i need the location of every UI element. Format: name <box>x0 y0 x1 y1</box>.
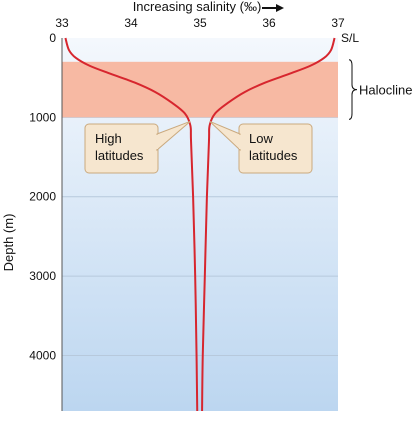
callout-text: latitudes <box>249 148 298 163</box>
callout-text: High <box>95 131 122 146</box>
right-arrow-icon <box>262 4 284 12</box>
x-axis-title: Increasing salinity (‰) <box>133 0 262 14</box>
series-lines <box>64 37 336 412</box>
y-tick-label: 3000 <box>29 269 56 283</box>
callout-text: Low <box>249 131 273 146</box>
callout: High latitudes <box>84 120 191 174</box>
salinity-profile-line <box>64 37 199 412</box>
salinity-profile-line <box>201 37 336 412</box>
halocline-band <box>62 61 338 118</box>
halocline-label: Halocline <box>359 83 412 98</box>
y-tick-labels: 0 1000 2000 3000 4000 <box>29 31 56 362</box>
callout: Low latitudes <box>209 120 313 174</box>
y-axis-title: Depth (m) <box>1 214 16 272</box>
x-axis-unit-label: S/L <box>341 31 359 45</box>
y-tick-label: 4000 <box>29 348 56 362</box>
callout-text: latitudes <box>95 148 144 163</box>
halocline-bracket <box>348 59 358 120</box>
x-tick-label: 34 <box>124 16 138 30</box>
x-tick-label: 36 <box>262 16 276 30</box>
x-tick-label: 33 <box>55 16 69 30</box>
y-tick-label: 2000 <box>29 190 56 204</box>
y-tick-label: 0 <box>49 31 56 45</box>
y-tick-label: 1000 <box>29 110 56 124</box>
callouts: High latitudes Low latitudes <box>84 120 313 174</box>
x-tick-labels: 33 34 35 36 37 <box>55 16 345 30</box>
x-tick-label: 37 <box>331 16 345 30</box>
x-tick-label: 35 <box>193 16 207 30</box>
